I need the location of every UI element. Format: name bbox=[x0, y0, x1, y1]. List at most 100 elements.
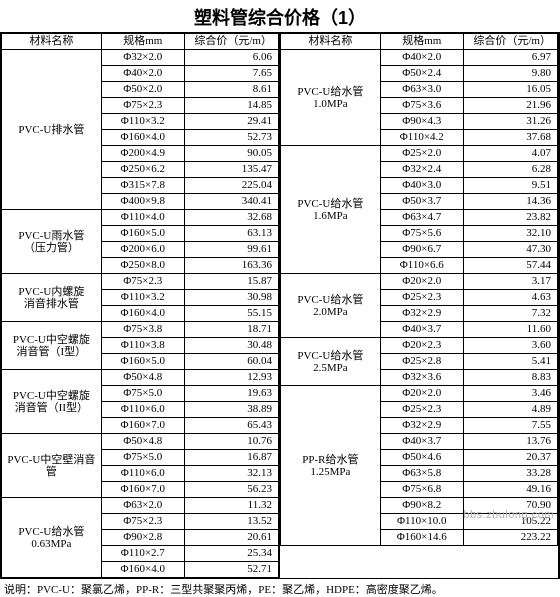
spec-cell: Φ25×2.3 bbox=[380, 290, 463, 306]
price-cell: 19.63 bbox=[184, 386, 278, 402]
material-name-cell: PVC-U给水管1.6MPa bbox=[281, 146, 381, 274]
price-cell: 4.89 bbox=[463, 402, 557, 418]
material-name-cell: PVC-U排水管 bbox=[2, 50, 102, 210]
header-name: 材料名称 bbox=[281, 34, 381, 50]
spec-cell: Φ90×6.7 bbox=[380, 242, 463, 258]
price-cell: 47.30 bbox=[463, 242, 557, 258]
spec-cell: Φ50×4.8 bbox=[101, 370, 184, 386]
spec-cell: Φ160×4.0 bbox=[101, 562, 184, 578]
spec-cell: Φ40×2.0 bbox=[101, 66, 184, 82]
spec-cell: Φ32×2.4 bbox=[380, 162, 463, 178]
spec-cell: Φ20×2.0 bbox=[380, 386, 463, 402]
price-cell: 3.17 bbox=[463, 274, 557, 290]
price-cell: 32.13 bbox=[184, 466, 278, 482]
material-name-cell: PVC-U中空螺旋消音管（I型） bbox=[2, 322, 102, 370]
spec-cell: Φ110×6.0 bbox=[101, 466, 184, 482]
spec-cell: Φ32×2.0 bbox=[101, 50, 184, 66]
spec-cell: Φ110×3.2 bbox=[101, 290, 184, 306]
price-cell: 25.34 bbox=[184, 546, 278, 562]
spec-cell: Φ110×4.2 bbox=[380, 130, 463, 146]
price-cell: 3.46 bbox=[463, 386, 557, 402]
spec-cell: Φ63×5.8 bbox=[380, 466, 463, 482]
price-cell: 30.48 bbox=[184, 338, 278, 354]
material-name-cell: PVC-U给水管2.5MPa bbox=[281, 338, 381, 386]
spec-cell: Φ75×5.6 bbox=[380, 226, 463, 242]
spec-cell: Φ110×6.6 bbox=[380, 258, 463, 274]
spec-cell: Φ25×2.0 bbox=[380, 146, 463, 162]
spec-cell: Φ75×6.8 bbox=[380, 482, 463, 498]
spec-cell: Φ40×3.7 bbox=[380, 434, 463, 450]
material-name-cell: PP-R给水管1.25MPa bbox=[281, 386, 381, 546]
material-name-cell: PVC-U给水管1.0MPa bbox=[281, 50, 381, 146]
left-table: 材料名称 规格mm 综合价（元/m） PVC-U排水管Φ32×2.06.06Φ4… bbox=[1, 33, 279, 578]
spec-cell: Φ160×7.0 bbox=[101, 482, 184, 498]
spec-cell: Φ200×4.9 bbox=[101, 146, 184, 162]
table-row: PVC-U给水管2.5MPaΦ20×2.33.60 bbox=[281, 338, 558, 354]
header-price: 综合价（元/m） bbox=[184, 34, 278, 50]
table-row: PVC-U给水管1.0MPaΦ40×2.06.97 bbox=[281, 50, 558, 66]
price-cell: 60.04 bbox=[184, 354, 278, 370]
material-name-cell: PVC-U给水管0.63MPa bbox=[2, 498, 102, 578]
spec-cell: Φ20×2.3 bbox=[380, 338, 463, 354]
price-cell: 16.05 bbox=[463, 82, 557, 98]
spec-cell: Φ40×3.0 bbox=[380, 178, 463, 194]
price-cell: 15.87 bbox=[184, 274, 278, 290]
price-cell: 65.43 bbox=[184, 418, 278, 434]
price-cell: 33.28 bbox=[463, 466, 557, 482]
spec-cell: Φ25×2.3 bbox=[380, 402, 463, 418]
footer-note: 说明：PVC-U：聚氯乙烯，PP-R：三型共聚聚丙烯，PE：聚乙烯，HDPE：高… bbox=[0, 579, 560, 597]
table-row: PP-R给水管1.25MPaΦ20×2.03.46 bbox=[281, 386, 558, 402]
header-spec: 规格mm bbox=[380, 34, 463, 50]
table-row: PVC-U中空螺旋消音管（II型）Φ50×4.812.93 bbox=[2, 370, 279, 386]
spec-cell: Φ75×3.8 bbox=[101, 322, 184, 338]
price-cell: 11.60 bbox=[463, 322, 557, 338]
price-cell: 56.23 bbox=[184, 482, 278, 498]
spec-cell: Φ90×2.8 bbox=[101, 530, 184, 546]
price-cell: 7.32 bbox=[463, 306, 557, 322]
spec-cell: Φ63×2.0 bbox=[101, 498, 184, 514]
spec-cell: Φ75×2.3 bbox=[101, 98, 184, 114]
price-cell: 14.36 bbox=[463, 194, 557, 210]
price-cell: 5.41 bbox=[463, 354, 557, 370]
table-row: PVC-U排水管Φ32×2.06.06 bbox=[2, 50, 279, 66]
page-title: 塑料管综合价格（1） bbox=[0, 0, 560, 32]
spec-cell: Φ75×2.3 bbox=[101, 514, 184, 530]
table-row: PVC-U内螺旋消音排水管Φ75×2.315.87 bbox=[2, 274, 279, 290]
header-price: 综合价（元/m） bbox=[463, 34, 557, 50]
price-cell: 49.16 bbox=[463, 482, 557, 498]
spec-cell: Φ110×3.8 bbox=[101, 338, 184, 354]
price-cell: 57.44 bbox=[463, 258, 557, 274]
spec-cell: Φ75×3.6 bbox=[380, 98, 463, 114]
material-name-cell: PVC-U给水管2.0MPa bbox=[281, 274, 381, 338]
price-cell: 11.32 bbox=[184, 498, 278, 514]
spec-cell: Φ160×5.0 bbox=[101, 354, 184, 370]
spec-cell: Φ110×3.2 bbox=[101, 114, 184, 130]
spec-cell: Φ160×7.0 bbox=[101, 418, 184, 434]
price-cell: 8.61 bbox=[184, 82, 278, 98]
price-cell: 4.63 bbox=[463, 290, 557, 306]
price-cell: 29.41 bbox=[184, 114, 278, 130]
price-cell: 6.06 bbox=[184, 50, 278, 66]
material-name-cell: PVC-U中空螺旋消音管（II型） bbox=[2, 370, 102, 434]
spec-cell: Φ32×2.9 bbox=[380, 418, 463, 434]
price-cell: 6.28 bbox=[463, 162, 557, 178]
price-cell: 8.83 bbox=[463, 370, 557, 386]
spec-cell: Φ160×4.0 bbox=[101, 130, 184, 146]
price-cell: 225.04 bbox=[184, 178, 278, 194]
spec-cell: Φ110×6.0 bbox=[101, 402, 184, 418]
spec-cell: Φ25×2.8 bbox=[380, 354, 463, 370]
spec-cell: Φ160×4.0 bbox=[101, 306, 184, 322]
price-cell: 223.22 bbox=[463, 530, 557, 546]
spec-cell: Φ20×2.0 bbox=[380, 274, 463, 290]
price-table: 材料名称 规格mm 综合价（元/m） PVC-U排水管Φ32×2.06.06Φ4… bbox=[0, 32, 560, 579]
spec-cell: Φ75×5.0 bbox=[101, 450, 184, 466]
price-cell: 90.05 bbox=[184, 146, 278, 162]
spec-cell: Φ75×5.0 bbox=[101, 386, 184, 402]
price-cell: 23.82 bbox=[463, 210, 557, 226]
table-row: PVC-U给水管0.63MPaΦ63×2.011.32 bbox=[2, 498, 279, 514]
price-cell: 9.51 bbox=[463, 178, 557, 194]
table-row: PVC-U给水管2.0MPaΦ20×2.03.17 bbox=[281, 274, 558, 290]
price-cell: 3.60 bbox=[463, 338, 557, 354]
spec-cell: Φ50×3.7 bbox=[380, 194, 463, 210]
material-name-cell: PVC-U内螺旋消音排水管 bbox=[2, 274, 102, 322]
